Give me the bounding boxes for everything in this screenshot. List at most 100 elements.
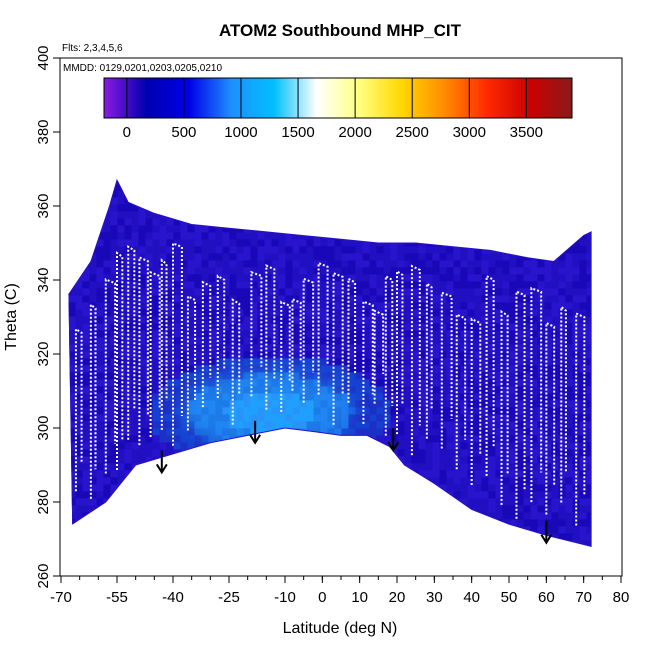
- heatmap-cell: [131, 211, 139, 219]
- heatmap-cell: [530, 491, 538, 499]
- heatmap-cell: [453, 288, 461, 296]
- heatmap-cell: [439, 274, 447, 282]
- flight-profile: [89, 302, 97, 499]
- heatmap-cell: [201, 351, 209, 359]
- heatmap-cell: [474, 281, 482, 289]
- heatmap-cell: [110, 379, 118, 387]
- heatmap-cell: [481, 358, 489, 366]
- heatmap-cell: [194, 351, 202, 359]
- heatmap-cell: [544, 498, 552, 506]
- heatmap-cell: [453, 358, 461, 366]
- heatmap-cell: [138, 393, 146, 401]
- heatmap-cell: [530, 414, 538, 422]
- heatmap-cell: [334, 372, 342, 380]
- heatmap-cell: [117, 295, 125, 303]
- heatmap-cell: [362, 267, 370, 275]
- heatmap-cell: [502, 470, 510, 478]
- heatmap-cell: [523, 274, 531, 282]
- heatmap-cell: [523, 505, 531, 513]
- heatmap-cell: [404, 358, 412, 366]
- heatmap-cell: [278, 246, 286, 254]
- heatmap-cell: [558, 260, 566, 268]
- heatmap-cell: [495, 344, 503, 352]
- heatmap-cell: [558, 519, 566, 527]
- heatmap-cell: [537, 505, 545, 513]
- heatmap-cell: [565, 386, 573, 394]
- heatmap-cell: [222, 267, 230, 275]
- heatmap-cell: [334, 428, 342, 436]
- heatmap-cell: [411, 435, 419, 443]
- heatmap-cell: [180, 281, 188, 289]
- heatmap-cell: [390, 295, 398, 303]
- heatmap-cell: [488, 267, 496, 275]
- heatmap-cell: [404, 393, 412, 401]
- heatmap-cell: [362, 351, 370, 359]
- heatmap-cell: [355, 414, 363, 422]
- heatmap-cell: [509, 274, 517, 282]
- heatmap-cell: [523, 407, 531, 415]
- heatmap-cell: [306, 337, 314, 345]
- heatmap-cell: [425, 435, 433, 443]
- heatmap-cell: [264, 351, 272, 359]
- heatmap-cell: [495, 365, 503, 373]
- heatmap-cell: [551, 323, 559, 331]
- heatmap-cell: [516, 344, 524, 352]
- heatmap-cell: [173, 330, 181, 338]
- heatmap-cell: [75, 330, 83, 338]
- heatmap-cell: [166, 274, 174, 282]
- heatmap-cell: [306, 288, 314, 296]
- heatmap-cell: [362, 365, 370, 373]
- heatmap-cell: [439, 323, 447, 331]
- heatmap-cell: [82, 344, 90, 352]
- heatmap-cell: [446, 274, 454, 282]
- heatmap-cell: [306, 316, 314, 324]
- heatmap-cell: [96, 246, 104, 254]
- heatmap-cell: [313, 330, 321, 338]
- heatmap-cell: [544, 421, 552, 429]
- heatmap-cell: [103, 386, 111, 394]
- heatmap-cell: [362, 393, 370, 401]
- heatmap-cell: [117, 372, 125, 380]
- heatmap-cell: [152, 379, 160, 387]
- heatmap-cell: [348, 351, 356, 359]
- heatmap-cell: [264, 358, 272, 366]
- heatmap-cell: [579, 484, 587, 492]
- heatmap-cell: [474, 407, 482, 415]
- heatmap-cell: [376, 337, 384, 345]
- heatmap-cell: [82, 316, 90, 324]
- heatmap-cell: [138, 414, 146, 422]
- heatmap-cell: [502, 260, 510, 268]
- heatmap-cell: [453, 351, 461, 359]
- heatmap-cell: [243, 330, 251, 338]
- heatmap-cell: [194, 239, 202, 247]
- heatmap-cell: [558, 316, 566, 324]
- heatmap-cell: [215, 330, 223, 338]
- flight-profile: [216, 274, 226, 399]
- heatmap-cell: [397, 309, 405, 317]
- heatmap-cell: [558, 253, 566, 261]
- heatmap-cell: [362, 337, 370, 345]
- heatmap-cell: [523, 435, 531, 443]
- heatmap-cell: [124, 204, 132, 212]
- heatmap-cell: [103, 295, 111, 303]
- heatmap-cell: [565, 253, 573, 261]
- heatmap-cell: [530, 316, 538, 324]
- heatmap-cell: [495, 302, 503, 310]
- heatmap-cell: [194, 288, 202, 296]
- heatmap-cell: [96, 477, 104, 485]
- heatmap-cell: [68, 449, 76, 457]
- heatmap-cell: [369, 281, 377, 289]
- heatmap-cell: [390, 309, 398, 317]
- heatmap-cell: [446, 421, 454, 429]
- heatmap-cell: [432, 477, 440, 485]
- heatmap-cell: [432, 428, 440, 436]
- heatmap-cell: [131, 274, 139, 282]
- heatmap-cell: [565, 288, 573, 296]
- heatmap-cell: [68, 309, 76, 317]
- heatmap-cell: [523, 442, 531, 450]
- heatmap-cell: [187, 295, 195, 303]
- heatmap-cell: [236, 267, 244, 275]
- heatmap-cell: [404, 281, 412, 289]
- heatmap-cell: [488, 414, 496, 422]
- heatmap-cell: [348, 260, 356, 268]
